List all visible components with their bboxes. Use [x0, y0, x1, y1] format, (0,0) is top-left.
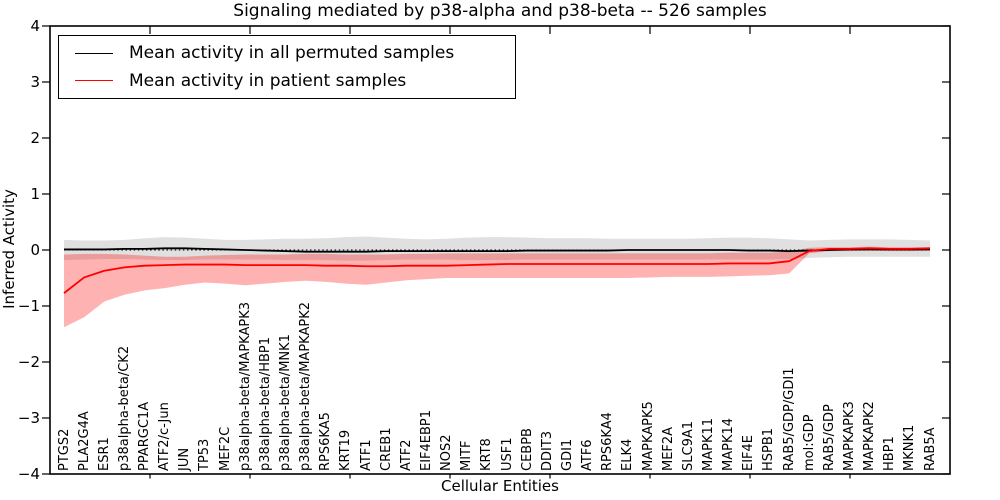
- x-tick-label: EIF4E: [741, 434, 757, 471]
- y-tick-label: −3: [17, 409, 40, 427]
- x-tick-label: ATF2: [398, 439, 414, 471]
- x-tick-label: PPARGC1A: [137, 401, 153, 471]
- x-tick-label: MKNK1: [902, 424, 918, 471]
- x-tick-label: KRT19: [338, 429, 354, 471]
- y-tick-label: 3: [30, 73, 40, 91]
- legend-entry-patient: Mean activity in patient samples: [59, 71, 515, 91]
- x-tick-label: ELK4: [620, 438, 636, 471]
- x-tick-label: CREB1: [378, 427, 394, 471]
- legend-label-patient: Mean activity in patient samples: [129, 70, 407, 91]
- x-tick-label: KRT8: [479, 438, 495, 471]
- x-tick-label: RPS6KA4: [600, 412, 616, 471]
- x-tick-label: CEBPB: [519, 428, 535, 471]
- x-tick-label: MAPK11: [700, 417, 716, 471]
- y-tick-label: −2: [17, 353, 40, 371]
- x-tick-label: p38alpha-beta/MAPKAPK2: [298, 302, 314, 471]
- x-tick-label: RAB5A: [922, 427, 938, 471]
- x-tick-label: ATF1: [358, 439, 374, 471]
- y-tick-label: 0: [30, 241, 40, 259]
- x-tick-label: USF1: [499, 437, 515, 471]
- x-tick-label: MITF: [459, 440, 475, 471]
- x-tick-label: RAB5/GDP/GDI1: [781, 367, 797, 471]
- x-tick-label: DDIT3: [539, 430, 555, 471]
- x-tick-label: NOS2: [439, 434, 455, 471]
- x-tick-label: MEF2A: [660, 426, 676, 471]
- x-tick-label: ESR1: [96, 437, 112, 471]
- x-tick-label: MAPKAPK5: [640, 401, 656, 471]
- x-tick-label: SLC9A1: [680, 420, 696, 471]
- x-tick-label: RPS6KA5: [318, 412, 334, 471]
- y-tick-label: 2: [30, 129, 40, 147]
- legend-entry-permuted: Mean activity in all permuted samples: [59, 43, 515, 63]
- x-tick-label: mol:GDP: [801, 414, 817, 471]
- x-tick-label: EIF4EBP1: [419, 409, 434, 471]
- legend-label-permuted: Mean activity in all permuted samples: [129, 43, 455, 64]
- x-tick-label: RAB5/GDP: [821, 404, 837, 471]
- x-tick-label: p38alpha-beta/MNK1: [278, 334, 294, 471]
- y-tick-label: −4: [17, 465, 40, 483]
- x-tick-label: ATF6: [580, 439, 596, 471]
- x-tick-label: HBP1: [882, 436, 898, 471]
- legend-box: Mean activity in all permuted samples Me…: [58, 35, 516, 99]
- y-tick-label: 1: [30, 185, 40, 203]
- x-tick-label: HSPB1: [761, 427, 777, 471]
- patient-band: [64, 246, 930, 328]
- x-tick-label: p38alpha-beta/HBP1: [257, 336, 273, 471]
- y-tick-label: −1: [17, 297, 40, 315]
- y-tick-label: 4: [30, 17, 40, 35]
- permuted-mean-line: [64, 247, 930, 253]
- x-tick-label: p38alpha-beta/CK2: [116, 345, 132, 471]
- permuted-band: [64, 236, 930, 261]
- x-tick-label: MEF2C: [217, 426, 233, 471]
- x-tick-label: PLA2G4A: [76, 411, 92, 471]
- x-tick-label: ATF2/c-Jun: [157, 402, 173, 471]
- x-tick-label: TP53: [197, 438, 213, 471]
- x-tick-label: JUN: [177, 447, 193, 471]
- x-tick-label: MAPKAPK3: [841, 401, 857, 471]
- patient-mean-line: [63, 247, 931, 294]
- x-tick-label: MAPK14: [721, 417, 737, 471]
- x-tick-label: p38alpha-beta/MAPKAPK3: [237, 302, 253, 471]
- chart-title: Signaling mediated by p38-alpha and p38-…: [233, 1, 767, 21]
- x-axis-label: Cellular Entities: [441, 477, 559, 495]
- permuted-line-swatch: [75, 52, 113, 54]
- x-tick-label: GDI1: [559, 438, 575, 471]
- patient-line-swatch: [75, 80, 113, 82]
- x-tick-label: PTGS2: [56, 428, 72, 471]
- x-tick-label: MAPKAPK2: [862, 401, 878, 471]
